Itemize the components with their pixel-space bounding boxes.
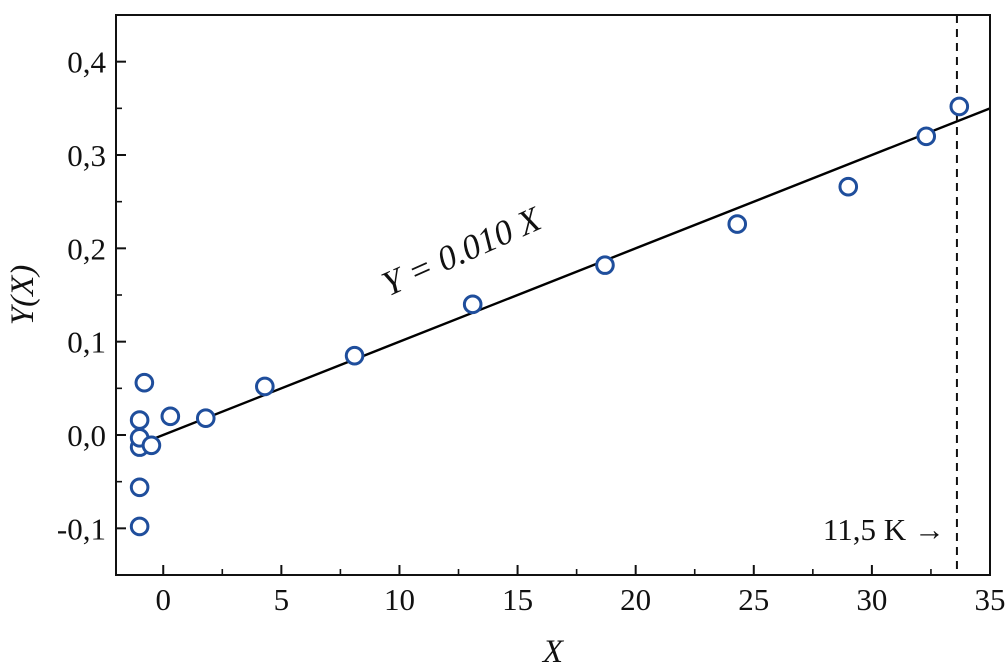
scatter-point	[129, 410, 150, 430]
x-tick-label: 25	[738, 582, 769, 617]
y-tick-label: 0,0	[67, 418, 106, 453]
x-tick-label: 35	[975, 582, 1006, 617]
y-tick-label: 0,3	[67, 138, 106, 173]
scatter-point	[195, 408, 216, 429]
scatter-point	[129, 477, 150, 498]
y-tick-label: 0,4	[67, 45, 106, 80]
scatter-point	[916, 126, 937, 147]
scatter-point	[462, 294, 483, 315]
scatter-point	[838, 176, 859, 197]
y-tick-label: 0,2	[67, 231, 106, 266]
scatter-point	[129, 516, 150, 537]
scatter-point	[949, 96, 970, 117]
fit-line	[150, 107, 991, 441]
x-tick-label: 10	[384, 582, 415, 617]
scatter-point	[344, 345, 365, 366]
series-layer	[129, 15, 991, 575]
y-tick-label: -0,1	[57, 511, 106, 546]
scatter-point	[727, 214, 748, 234]
scatter-point	[595, 255, 615, 275]
y-tick-label: 0,1	[67, 325, 106, 360]
plot-frame	[115, 14, 991, 576]
threshold-label: 11,5 K →	[823, 512, 945, 547]
scatter-point	[255, 376, 275, 397]
scatter-point	[134, 372, 155, 393]
scatter-point	[141, 435, 162, 456]
x-tick-label: 30	[856, 582, 887, 617]
x-tick-label: 0	[155, 582, 171, 617]
scatter-point	[160, 406, 181, 427]
x-axis-title: X	[541, 634, 565, 670]
x-tick-label: 5	[274, 582, 290, 617]
ticks-layer: 0 5 10 15 20 25 30 35 -0,1 0,0 0,1 0,2 0,3 0,4	[57, 45, 1006, 617]
y-axis-title: Y(X)	[5, 265, 41, 326]
x-tick-label: 15	[502, 582, 533, 617]
x-tick-label: 20	[620, 582, 651, 617]
